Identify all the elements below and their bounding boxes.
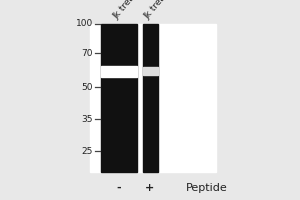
Bar: [100, 24, 136, 172]
Text: 100: 100: [76, 20, 93, 28]
Text: -: -: [116, 183, 121, 193]
Text: 70: 70: [82, 48, 93, 58]
Text: 35: 35: [82, 114, 93, 123]
Text: 50: 50: [82, 83, 93, 92]
Text: Jk treated with UV: Jk treated with UV: [142, 0, 202, 21]
Text: 25: 25: [82, 146, 93, 156]
Bar: [142, 24, 158, 172]
Bar: [90, 24, 216, 172]
Text: Peptide: Peptide: [186, 183, 228, 193]
Text: Jk treated with UV: Jk treated with UV: [112, 0, 171, 21]
Text: +: +: [145, 183, 154, 193]
Bar: [142, 67, 158, 75]
Bar: [100, 66, 136, 77]
